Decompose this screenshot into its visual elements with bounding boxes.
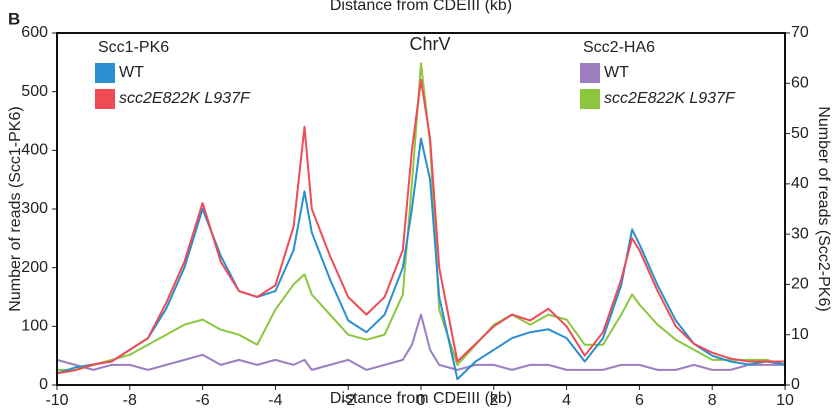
x-tick-label: -6 [195,392,209,409]
series-line [57,62,786,371]
y-tick-label: 300 [21,200,48,217]
y-tick-label: 600 [21,24,48,41]
y2-tick-label: 30 [791,225,809,242]
y2-tick-label: 50 [791,125,809,142]
y2-tick-label: 60 [791,75,809,92]
legend-title: Scc1-PK6 [98,39,169,56]
y-tick-label: 500 [21,83,48,100]
x-tick-label: 8 [708,392,717,409]
y-axis-label: Number of reads (Scc1-PK6) [7,106,24,311]
y-tick-label: 100 [21,318,48,335]
x-tick-label: 4 [562,392,571,409]
legend-label: scc2E822K L937F [604,90,736,107]
y-tick-label: 0 [39,376,48,393]
y2-tick-label: 10 [791,326,809,343]
top-caption: Distance from CDEIII (kb) [330,0,512,14]
legend-swatch [580,89,600,109]
legend-label: WT [604,64,629,81]
y-tick-label: 400 [21,142,48,159]
x-tick-label: -2 [341,392,355,409]
series-line [56,78,785,375]
x-tick-label: 0 [417,392,426,409]
x-tick-label: -4 [268,392,282,409]
y2-tick-label: 40 [791,175,809,192]
series-line [56,137,786,381]
x-axis-label: Distance from CDEIII (kb) [330,390,512,407]
legend-label: WT [119,64,144,81]
x-tick-label: 10 [776,392,794,409]
series-line [56,313,785,371]
legend-title: Scc2-HA6 [583,39,655,56]
legend-swatch [95,89,115,109]
annotation: ChrV [409,34,450,54]
plot-frame [56,32,786,386]
y2-tick-label: 20 [791,276,809,293]
x-tick-label: 6 [635,392,644,409]
legend-label: scc2E822K L937F [119,90,251,107]
legend-swatch [95,63,115,83]
y2-tick-label: 0 [791,376,800,393]
y2-axis-label: Number of reads (Scc2-PK6) [815,106,832,311]
panel-label: B [8,9,20,28]
x-tick-label: 2 [489,392,498,409]
y2-tick-label: 70 [791,24,809,41]
legend-swatch [580,63,600,83]
y-tick-label: 200 [21,259,48,276]
x-tick-label: -10 [45,392,68,409]
x-tick-label: -8 [123,392,137,409]
